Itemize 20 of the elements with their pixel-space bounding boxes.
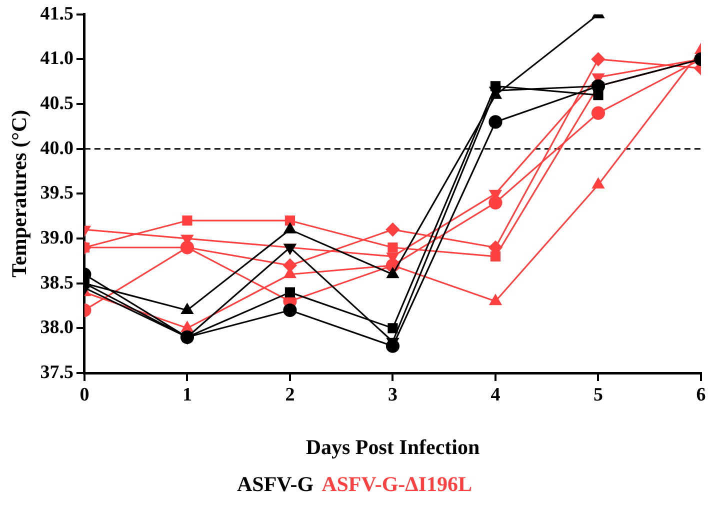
- y-tick-label: 41.0: [40, 48, 74, 70]
- x-tick-label: 1: [182, 384, 192, 406]
- x-tick-label: 6: [696, 384, 706, 406]
- y-tick-label: 38.0: [40, 317, 74, 338]
- text: ASFV-G: [236, 472, 314, 496]
- y-tick-label: 41.5: [40, 3, 74, 24]
- y-tick-label: 37.5: [40, 362, 74, 383]
- x-tick-label: 5: [593, 384, 603, 406]
- x-axis-title: Days Post Infection: [306, 434, 480, 459]
- x-tick-label: 0: [80, 384, 90, 406]
- y-tick-label: 39.5: [40, 182, 74, 204]
- y-tick-label: 39.0: [40, 227, 74, 248]
- y-tick-label: 38.5: [40, 272, 74, 294]
- y-tick-label: 40.0: [40, 138, 74, 159]
- x-tick-label: 4: [490, 384, 501, 406]
- y-tick-label: 40.5: [40, 92, 74, 114]
- x-tick-label: 3: [388, 384, 398, 406]
- x-tick-label: 2: [285, 384, 295, 406]
- y-axis-title: Temperatures (°C): [7, 110, 32, 278]
- text: ASFV-G-ΔI196L: [322, 472, 472, 496]
